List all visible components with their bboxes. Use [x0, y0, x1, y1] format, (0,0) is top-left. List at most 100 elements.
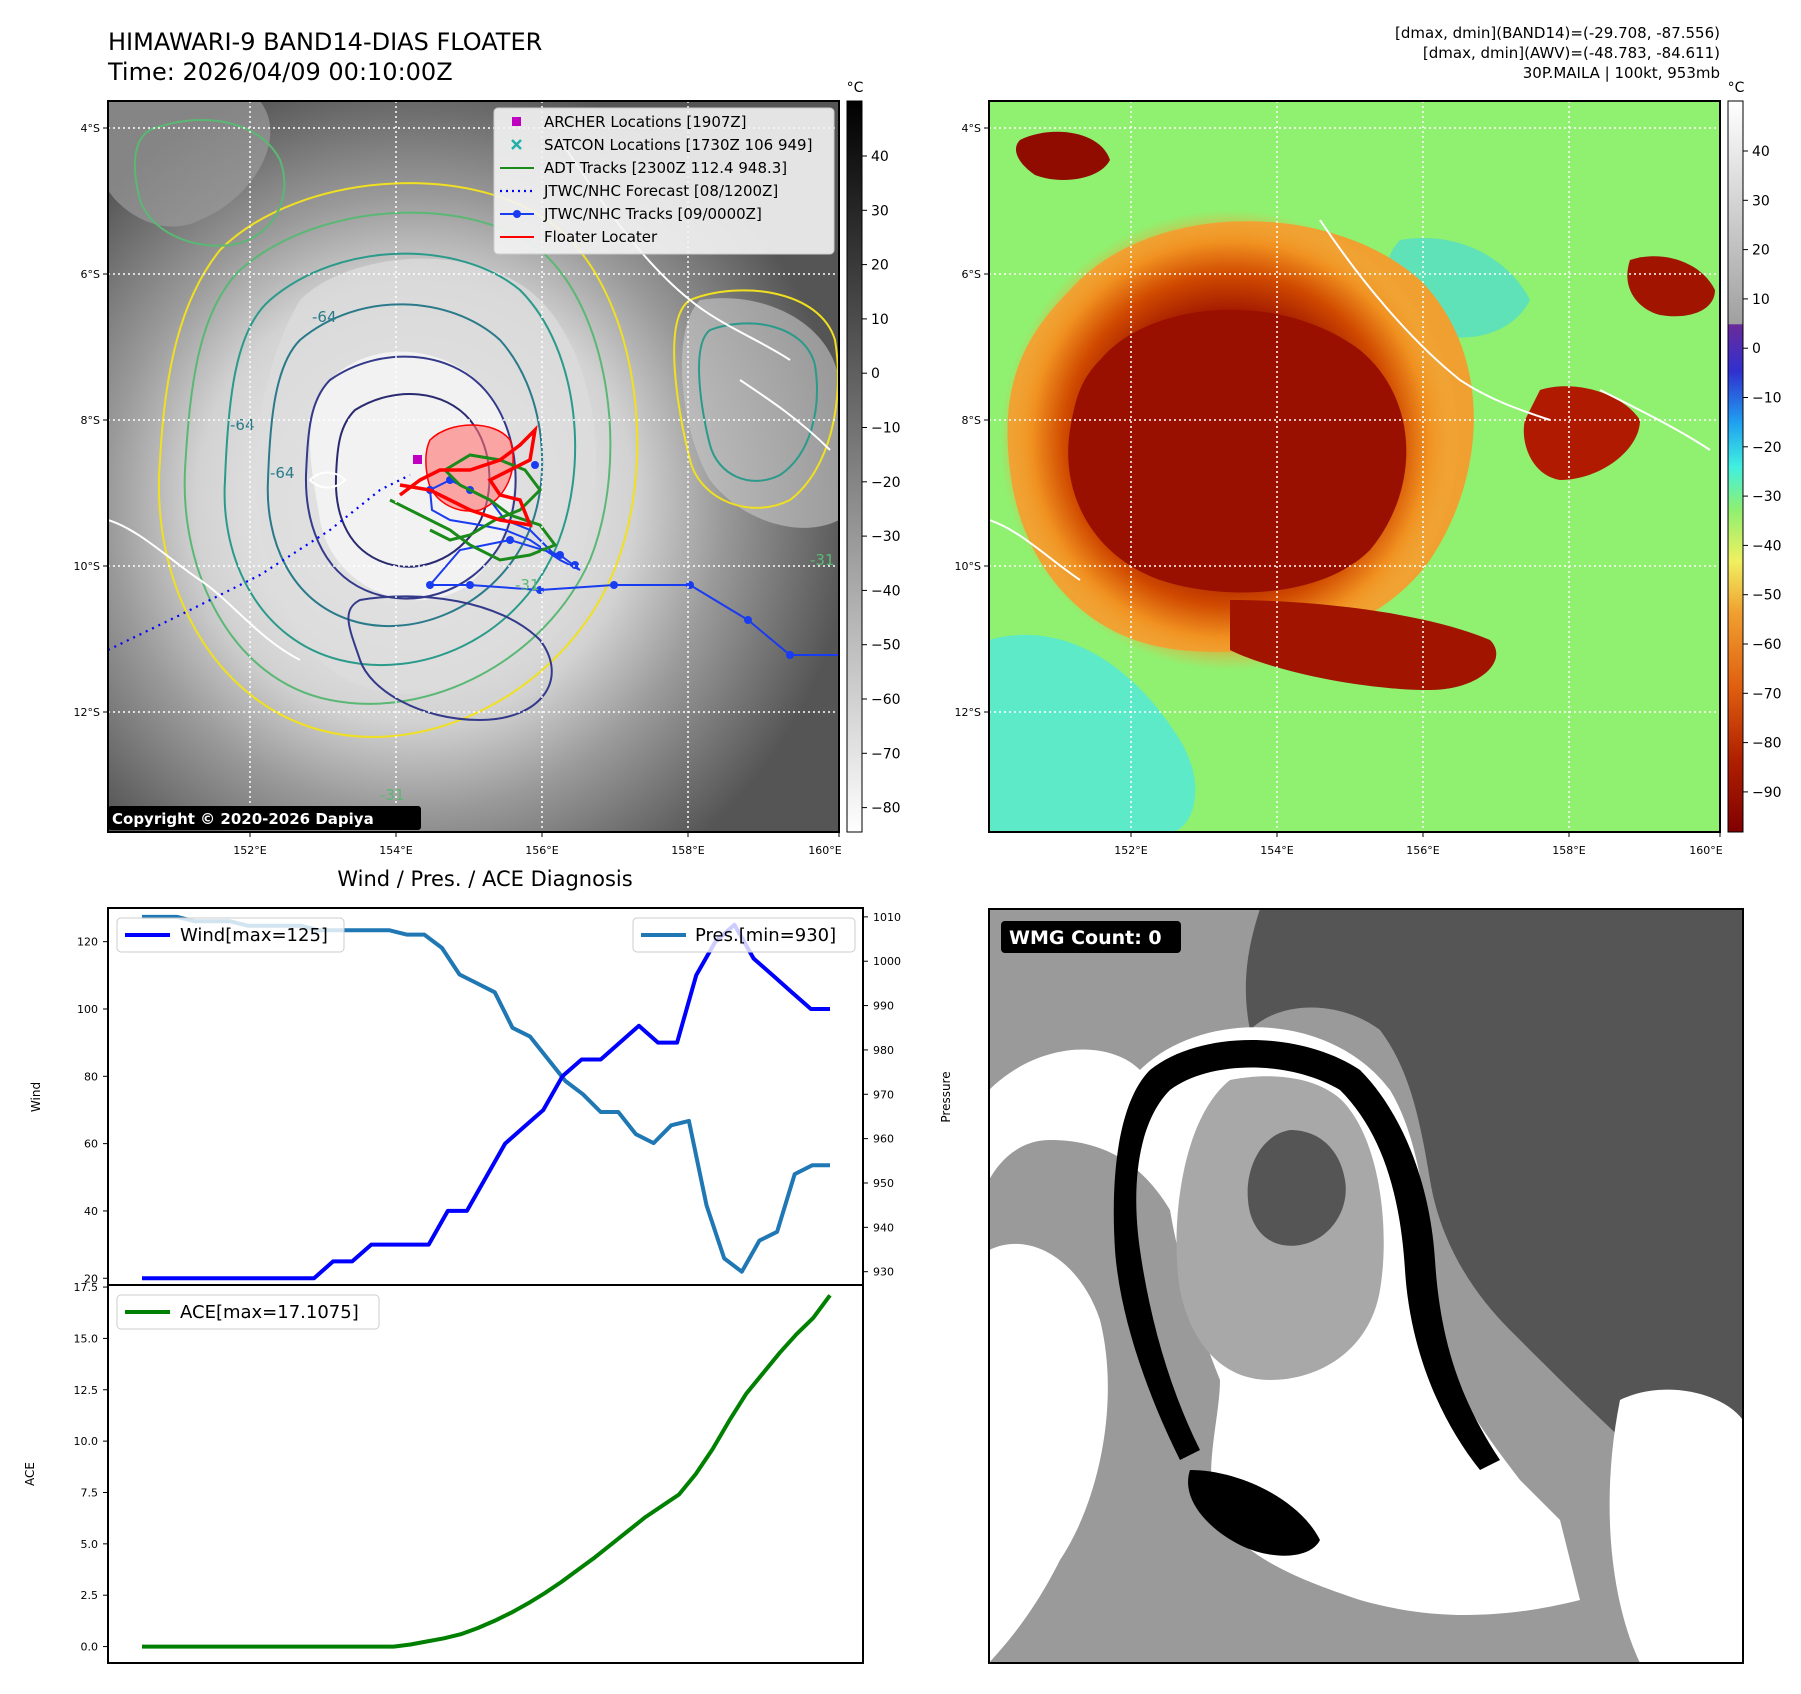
- cloud-east: [681, 298, 839, 528]
- wmg-frame: [988, 908, 1744, 1664]
- floater-locater-area: [425, 424, 514, 512]
- map2-cb-label: 30: [1752, 193, 1770, 209]
- map1-lon-label: 152°E: [233, 844, 266, 857]
- wind-chart-frame: [107, 907, 864, 1286]
- legend-label: JTWC/NHC Forecast [08/1200Z]: [543, 182, 778, 200]
- map2-lon-label: 152°E: [1114, 844, 1147, 857]
- contour-label: -64: [270, 464, 295, 482]
- copyright-box: [108, 806, 421, 830]
- legend-entry: Floater Locater: [500, 228, 658, 246]
- legend-marker: [512, 117, 521, 126]
- legend-label: Floater Locater: [544, 228, 658, 246]
- wmg-south-black: [1188, 1470, 1320, 1556]
- map1-lon-label: 154°E: [379, 844, 412, 857]
- map2-cb-label: −80: [1752, 736, 1782, 752]
- wind-y-tick-label: 60: [84, 1138, 98, 1151]
- legend-box: [493, 107, 835, 255]
- coastline-new-ireland-2: [1319, 219, 1551, 421]
- legend-label: JTWC/NHC Tracks [09/0000Z]: [543, 205, 762, 223]
- pressure-legend: Pres.[min=930]: [632, 917, 856, 953]
- coastline-bougainville-2: [1599, 389, 1711, 451]
- cloud-northwest: [108, 101, 271, 227]
- map2-lon-label: 156°E: [1406, 844, 1439, 857]
- legend-entry: ARCHER Locations [1907Z]: [512, 113, 747, 131]
- contour-label: -64: [230, 416, 255, 434]
- map1-lon-label: 156°E: [525, 844, 558, 857]
- map2-lon-label: 158°E: [1552, 844, 1585, 857]
- ace-legend-label: ACE[max=17.1075]: [180, 1302, 359, 1323]
- map1-lat-label: 10°S: [74, 560, 100, 573]
- ace-y-tick-label: 5.0: [81, 1538, 99, 1551]
- wmg-badge-box: [1001, 921, 1181, 953]
- map1-lat-label: 6°S: [81, 268, 100, 281]
- map2-frame: [988, 100, 1721, 833]
- legend-entry: JTWC/NHC Forecast [08/1200Z]: [500, 182, 778, 200]
- pressure-y-tick-label: 1010: [873, 911, 901, 924]
- cold-core: [1068, 309, 1407, 593]
- contour-south-band: [347, 595, 553, 722]
- info-awv: [dmax, dmin](AWV)=(-48.783, -84.611): [1423, 44, 1720, 62]
- contour-navy-2: [334, 393, 491, 568]
- ace-y-tick-label: 12.5: [74, 1384, 99, 1397]
- wind-ylabel: Wind: [29, 1082, 43, 1112]
- map1-lon-label: 158°E: [671, 844, 704, 857]
- legend-label: SATCON Locations [1730Z 106 949]: [544, 136, 812, 154]
- adt-track: [389, 453, 558, 562]
- ace-y-tick-label: 17.5: [74, 1281, 99, 1294]
- wmg-eye: [1247, 1130, 1346, 1246]
- map1-cb-label: 40: [871, 149, 889, 165]
- contour-label: -64: [312, 308, 337, 326]
- map2-cb-label: −70: [1752, 686, 1782, 702]
- coastline-bougainville: [739, 379, 831, 451]
- northeast-convection: [1627, 256, 1715, 317]
- map1-cb-label: 0: [871, 366, 880, 382]
- map2-lon-label: 160°E: [1689, 844, 1722, 857]
- color-ir-map-panel: 4°S 6°S 8°S 10°S 12°S 152°E 154°E 156°E 158°E 160…: [955, 80, 1782, 857]
- map2-cb-label: −60: [1752, 637, 1782, 653]
- map2-lat-label: 8°S: [962, 414, 981, 427]
- ace-y-tick-label: 15.0: [74, 1332, 99, 1345]
- legend-label: ADT Tracks [2300Z 112.4 948.3]: [544, 159, 787, 177]
- ir-map-panel: -64 -64 -31 -64 -31 -31 4°S 6°S 8°S 10°S 12°…: [74, 80, 901, 857]
- wmg-dark-region: [1245, 909, 1743, 1510]
- ace-y-tick-label: 0.0: [81, 1641, 99, 1654]
- wmg-mask-panel: WMG Count: 0: [988, 908, 1744, 1664]
- wmg-west-white: [989, 1243, 1108, 1663]
- map2-cb-label: −90: [1752, 785, 1782, 801]
- coastline-png-2: [989, 519, 1081, 581]
- map2-lat-label: 10°S: [955, 560, 981, 573]
- north-cell: [1015, 131, 1110, 180]
- wind-pressure-chart: Wind Pressure 120 100 80 60 40 20 1010 1000 990 9…: [29, 907, 953, 1286]
- figure-title: HIMAWARI-9 BAND14-DIAS FLOATER: [108, 28, 542, 56]
- ace-series-line: [142, 1294, 832, 1649]
- pressure-ylabel: Pressure: [939, 1071, 953, 1122]
- map1-cb-label: −50: [871, 638, 901, 654]
- map2-cb-label: 40: [1752, 144, 1770, 160]
- legend-entry: JTWC/NHC Tracks [09/0000Z]: [500, 205, 762, 223]
- info-band14: [dmax, dmin](BAND14)=(-29.708, -87.556): [1395, 24, 1720, 42]
- copyright-text: Copyright © 2020-2026 Dapiya: [112, 810, 374, 828]
- ace-y-tick-label: 2.5: [81, 1589, 99, 1602]
- map2-cb-label: −30: [1752, 489, 1782, 505]
- south-rainband: [1230, 600, 1497, 690]
- map1-cb-label: 10: [871, 312, 889, 328]
- coastline-woodlark: [308, 471, 347, 489]
- map2-cb-label: −40: [1752, 538, 1782, 554]
- map1-legend: ARCHER Locations [1907Z] SATCON Locations…: [493, 107, 835, 255]
- wmg-black-ring: [1113, 1040, 1500, 1470]
- ace-ylabel: ACE: [23, 1462, 37, 1486]
- map1-colorbar: [846, 100, 863, 833]
- pressure-y-tick-label: 980: [873, 1044, 894, 1057]
- map2-colorbar-unit: °C: [1728, 80, 1745, 96]
- coastline-png: [108, 519, 301, 661]
- legend-label: ARCHER Locations [1907Z]: [544, 113, 747, 131]
- map1-colorbar-unit: °C: [847, 80, 864, 96]
- map1-cb-label: −40: [871, 583, 901, 599]
- contour-nw-teal: [133, 119, 286, 247]
- legend-entry: ADT Tracks [2300Z 112.4 948.3]: [500, 159, 787, 177]
- map2-cb-label: −20: [1752, 440, 1782, 456]
- wind-y-tick-label: 20: [84, 1272, 98, 1285]
- map2-cb-label: 10: [1752, 292, 1770, 308]
- wind-legend-label: Wind[max=125]: [180, 925, 328, 946]
